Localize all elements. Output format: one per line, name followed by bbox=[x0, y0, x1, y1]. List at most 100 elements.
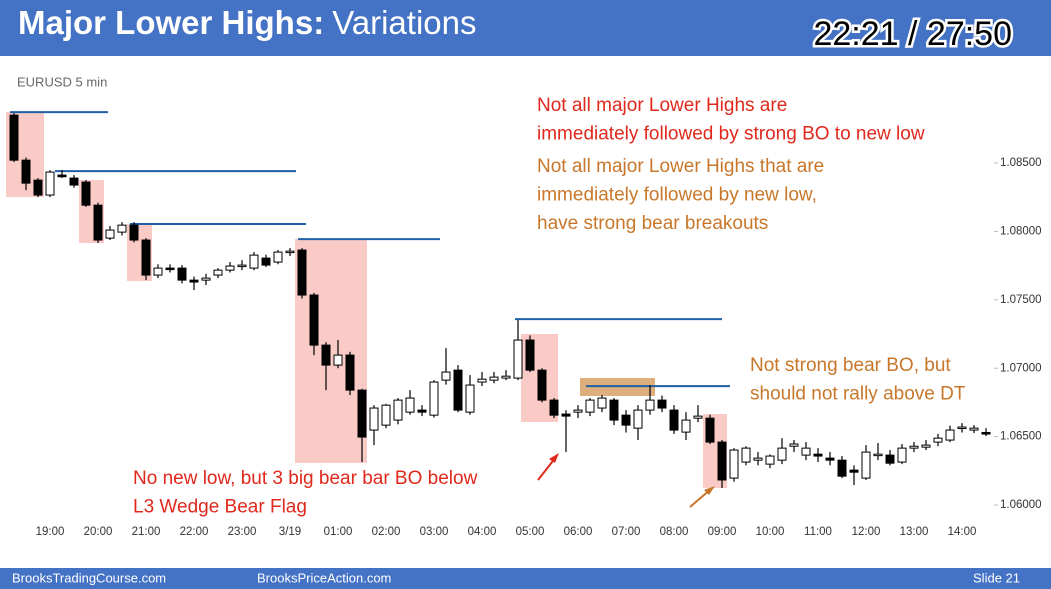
candle-body bbox=[369, 407, 379, 431]
candle-body bbox=[981, 432, 991, 435]
candle-body bbox=[693, 415, 703, 419]
video-timer: 22:21 / 27:50 bbox=[813, 15, 1012, 53]
candle-body bbox=[849, 469, 859, 473]
candle-body bbox=[81, 181, 91, 206]
candle-body bbox=[57, 174, 67, 178]
candle-body bbox=[465, 384, 475, 413]
candle-body bbox=[897, 447, 907, 463]
annotation: Not all major Lower Highs that are bbox=[537, 156, 824, 177]
candle-body bbox=[789, 443, 799, 447]
candle-body bbox=[309, 294, 319, 346]
candle-body bbox=[93, 204, 103, 241]
candle-body bbox=[813, 453, 823, 457]
candle-body bbox=[945, 429, 955, 441]
candle-body bbox=[777, 447, 787, 461]
candle-body bbox=[417, 409, 427, 413]
candle-body bbox=[117, 224, 127, 233]
footer-right: Slide 21 bbox=[973, 570, 1020, 585]
candle-body bbox=[537, 369, 547, 401]
candle-body bbox=[153, 267, 163, 276]
candle-body bbox=[525, 339, 535, 371]
x-tick-label: 03:00 bbox=[420, 526, 449, 538]
candle-body bbox=[705, 417, 715, 443]
candle-body bbox=[741, 447, 751, 463]
x-tick-label: 20:00 bbox=[84, 526, 113, 538]
y-tick-label: 1.06500 bbox=[1000, 431, 1042, 443]
candle-body bbox=[957, 426, 967, 430]
arrow-head bbox=[704, 486, 715, 495]
x-tick-label: 11:00 bbox=[804, 526, 832, 538]
candle-body bbox=[909, 445, 919, 449]
annotation: Not all major Lower Highs are bbox=[537, 95, 787, 116]
candle-body bbox=[285, 250, 295, 254]
candle-body bbox=[177, 267, 187, 281]
x-tick-label: 23:00 bbox=[228, 526, 257, 538]
candle-body bbox=[381, 404, 391, 426]
candle-body bbox=[669, 409, 679, 431]
candle-body bbox=[609, 399, 619, 421]
annotation: should not rally above DT bbox=[750, 384, 966, 405]
candle-body bbox=[753, 457, 763, 461]
candle-body bbox=[561, 413, 571, 417]
candle-body bbox=[321, 344, 331, 366]
x-tick-label: 13:00 bbox=[900, 526, 929, 538]
y-tick-label: 1.07500 bbox=[1000, 294, 1042, 306]
candle-body bbox=[345, 354, 355, 391]
candle-body bbox=[297, 249, 307, 296]
candle-body bbox=[141, 239, 151, 276]
candle-body bbox=[513, 339, 523, 379]
candle-body bbox=[861, 451, 871, 479]
x-tick-label: 08:00 bbox=[660, 526, 689, 538]
footer-bar bbox=[0, 568, 1051, 589]
y-tick-label: 1.08500 bbox=[1000, 157, 1042, 169]
candle-body bbox=[405, 397, 415, 413]
candle-body bbox=[645, 399, 655, 411]
candle-body bbox=[765, 455, 775, 465]
x-tick-label: 05:00 bbox=[516, 526, 545, 538]
x-tick-label: 19:00 bbox=[36, 526, 65, 538]
footer-left: BrooksTradingCourse.com bbox=[12, 570, 166, 585]
annotation: No new low, but 3 big bear bar BO below bbox=[133, 468, 478, 489]
candle-body bbox=[633, 409, 643, 429]
y-tick-label: 1.06000 bbox=[1000, 499, 1042, 511]
candle-body bbox=[69, 177, 79, 186]
plot: 1.08500 1.08000 1.07500 1.07000 1.06500 1.060… bbox=[9, 111, 1042, 538]
candle-body bbox=[393, 399, 403, 421]
footer-middle: BrooksPriceAction.com bbox=[257, 570, 391, 585]
annotation: immediately followed by new low, bbox=[537, 185, 817, 206]
annotation: Not strong bear BO, but bbox=[750, 355, 951, 376]
candle-body bbox=[549, 399, 559, 416]
candle-body bbox=[237, 264, 247, 268]
candle-body bbox=[477, 378, 487, 383]
title-bold: Major Lower Highs: bbox=[18, 4, 324, 41]
annotation: L3 Wedge Bear Flag bbox=[133, 497, 307, 518]
x-tick-label: 14:00 bbox=[948, 526, 977, 538]
candle-body bbox=[585, 399, 595, 413]
candle-body bbox=[189, 279, 199, 283]
candle-body bbox=[933, 437, 943, 443]
annotation: immediately followed by strong BO to new… bbox=[537, 124, 925, 145]
candle-body bbox=[801, 447, 811, 456]
candle-body bbox=[201, 277, 211, 281]
chart-subtitle: EURUSD 5 min bbox=[17, 74, 107, 89]
candle-body bbox=[597, 397, 607, 409]
candle-body bbox=[657, 399, 667, 409]
candle-body bbox=[357, 389, 367, 438]
candle-body bbox=[105, 229, 115, 239]
x-tick-label: 21:00 bbox=[132, 526, 161, 538]
candle-body bbox=[261, 257, 271, 266]
title-rest: Variations bbox=[332, 4, 476, 41]
candle-body bbox=[273, 251, 283, 263]
x-tick-label: 04:00 bbox=[468, 526, 497, 538]
candle-body bbox=[225, 265, 235, 271]
candle-body bbox=[213, 269, 223, 276]
candle-body bbox=[969, 427, 979, 431]
candle-body bbox=[165, 267, 175, 271]
x-tick-label: 01:00 bbox=[324, 526, 353, 538]
candle-body bbox=[825, 457, 835, 461]
x-tick-label: 07:00 bbox=[612, 526, 641, 538]
x-tick-label: 09:00 bbox=[708, 526, 737, 538]
candle-body bbox=[837, 459, 847, 477]
candle-body bbox=[729, 449, 739, 479]
